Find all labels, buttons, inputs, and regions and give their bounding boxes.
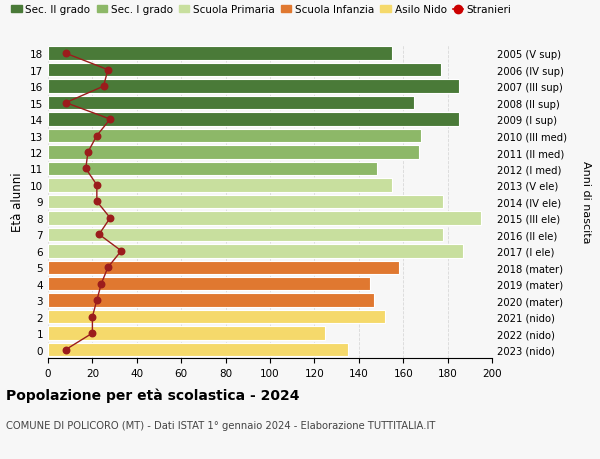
Bar	[48, 261, 399, 274]
Bar	[48, 80, 458, 94]
Point	[83, 149, 93, 157]
Point	[103, 264, 113, 271]
Point	[116, 247, 126, 255]
Bar	[48, 47, 392, 61]
Point	[92, 133, 101, 140]
Point	[81, 165, 91, 173]
Bar	[48, 146, 419, 159]
Legend: Sec. II grado, Sec. I grado, Scuola Primaria, Scuola Infanzia, Asilo Nido, Stran: Sec. II grado, Sec. I grado, Scuola Prim…	[11, 5, 512, 15]
Bar	[48, 129, 421, 143]
Point	[92, 182, 101, 189]
Text: COMUNE DI POLICORO (MT) - Dati ISTAT 1° gennaio 2024 - Elaborazione TUTTITALIA.I: COMUNE DI POLICORO (MT) - Dati ISTAT 1° …	[6, 420, 436, 430]
Bar	[48, 113, 458, 127]
Point	[61, 346, 71, 353]
Point	[61, 50, 71, 58]
Bar	[48, 64, 441, 77]
Bar	[48, 294, 374, 307]
Point	[103, 67, 113, 74]
Point	[106, 215, 115, 222]
Text: Popolazione per età scolastica - 2024: Popolazione per età scolastica - 2024	[6, 388, 299, 403]
Bar	[48, 212, 481, 225]
Y-axis label: Anni di nascita: Anni di nascita	[581, 161, 591, 243]
Point	[88, 330, 97, 337]
Bar	[48, 245, 463, 258]
Point	[92, 297, 101, 304]
Bar	[48, 277, 370, 291]
Point	[88, 313, 97, 321]
Point	[92, 198, 101, 206]
Point	[98, 83, 109, 90]
Bar	[48, 228, 443, 241]
Bar	[48, 162, 377, 176]
Point	[97, 280, 106, 288]
Bar	[48, 195, 443, 209]
Bar	[48, 310, 385, 324]
Y-axis label: Età alunni: Età alunni	[11, 172, 25, 232]
Bar	[48, 97, 414, 110]
Bar	[48, 327, 325, 340]
Bar	[48, 179, 392, 192]
Bar	[48, 343, 348, 357]
Point	[94, 231, 104, 239]
Point	[61, 100, 71, 107]
Point	[106, 116, 115, 123]
